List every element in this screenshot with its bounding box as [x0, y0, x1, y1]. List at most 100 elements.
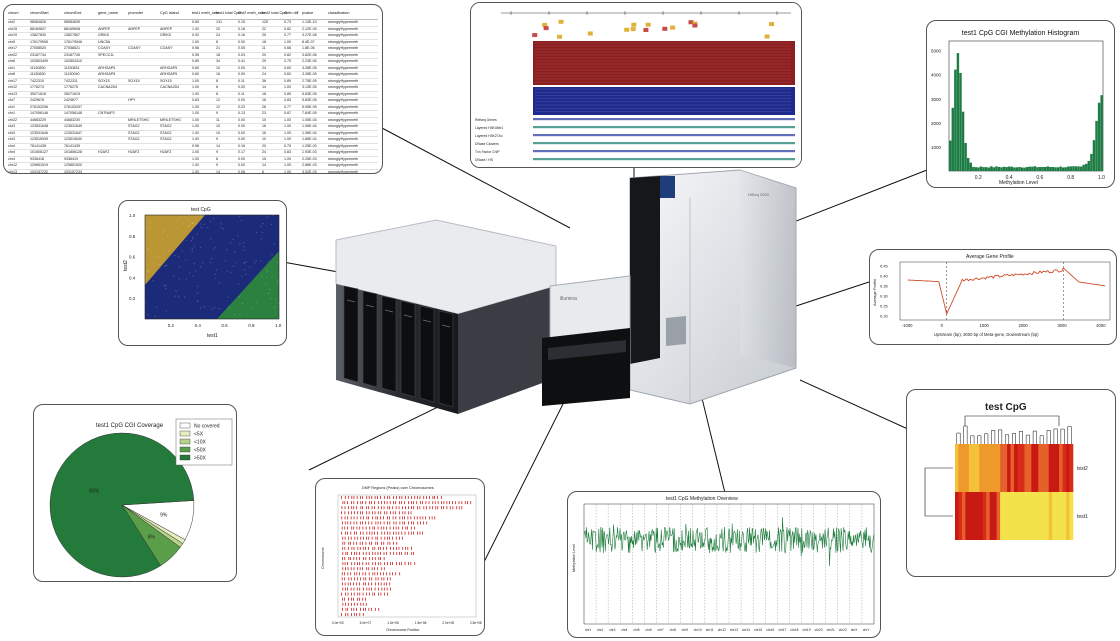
scatter-point	[239, 314, 241, 316]
dmr-peak	[410, 551, 412, 555]
dmr-peak	[458, 506, 460, 510]
scatter-point	[185, 217, 187, 219]
histogram-bar	[982, 167, 985, 171]
table-cell: 0.73	[284, 20, 291, 24]
table-cell: 15	[262, 156, 266, 161]
table-cell: 8	[216, 39, 218, 44]
histogram-bar	[1010, 166, 1014, 171]
scatter-point	[260, 225, 262, 227]
dmr-peak	[356, 541, 358, 545]
scatter-point	[220, 227, 222, 229]
dmr-peak	[404, 562, 406, 566]
table-cell: 0.00	[238, 39, 245, 44]
histogram-bar	[961, 111, 965, 171]
heatmap-cell	[1066, 444, 1070, 492]
histogram-bar	[1079, 166, 1083, 171]
pie-legend-label: <50X	[194, 448, 206, 454]
dmr-peak	[341, 526, 343, 530]
heatmap-cell	[965, 444, 970, 492]
dmr-peak	[380, 592, 382, 596]
dendrogram-branch	[1046, 430, 1051, 444]
dmr-peak	[435, 506, 437, 510]
histogram-bar	[1020, 167, 1024, 171]
dmr-peak	[360, 516, 362, 520]
table-cell: H2AFZ	[128, 150, 140, 154]
dmr-peak	[413, 551, 414, 555]
scatter-point	[238, 296, 240, 298]
scatter-point	[165, 287, 167, 290]
dmr-peak	[405, 506, 406, 510]
table-cell: UNC5A	[98, 39, 111, 44]
dmr-peak	[383, 496, 385, 500]
table-cell: COASY	[98, 46, 111, 50]
server-vent	[346, 299, 356, 303]
dendrogram-branch	[1005, 434, 1010, 444]
heatmap-cell	[1000, 444, 1004, 492]
table-cell: 29	[262, 59, 266, 63]
table-cell: 13827867	[64, 33, 80, 37]
dmr-peak	[441, 501, 442, 505]
dmr-peak	[365, 577, 367, 581]
table-cell: ANPEP	[98, 26, 111, 31]
table-cell: chr6	[8, 59, 15, 63]
table-cell: stronglyHypermeth	[328, 98, 359, 102]
dmr-peak	[371, 567, 373, 571]
overview-chrom-label: chr1	[585, 628, 591, 632]
scatter-point	[273, 306, 276, 308]
scatter-ylabel: test2	[123, 260, 129, 271]
dmr-peak	[380, 572, 382, 576]
table-header-cell: test2 meth_ratio	[238, 11, 266, 15]
scatter-point	[271, 254, 273, 256]
histogram-bar	[1090, 153, 1093, 171]
heatmap-cell	[1055, 492, 1060, 540]
dmr-peak	[386, 501, 388, 505]
table-cell: 1.13E-10	[302, 20, 317, 24]
dmr-peak	[357, 536, 359, 540]
heatmap-cell	[1041, 444, 1046, 492]
dmr-peak	[452, 501, 453, 505]
scatter-point	[199, 223, 201, 225]
table-row: chr19 13827830 13827867 GRIK5 GRIK5 0.92 24 0.1…	[8, 33, 378, 40]
table-cell: 10	[216, 65, 220, 70]
overview-chrom-label: chr12	[718, 628, 726, 632]
dmr-peak	[417, 521, 419, 525]
table-cell: 0.00	[238, 124, 245, 128]
heatmap-cell	[1045, 444, 1050, 492]
sequencer-model: HiSeq 2000	[748, 192, 770, 197]
dmr-peak	[375, 541, 377, 545]
heatmap-cell	[1003, 492, 1008, 540]
dendrogram-rows	[924, 467, 953, 517]
table-cell: 9	[216, 150, 218, 154]
profile-xtick: 0	[941, 323, 944, 328]
overview-chrom-label: chr17	[778, 628, 786, 632]
dmr-peak	[383, 506, 385, 510]
dmr-peak	[356, 501, 358, 505]
histogram-bar	[1087, 161, 1091, 171]
gene-profile-panel: Average Gene Profile -1000 0 1000 2000 3000 40…	[869, 249, 1117, 345]
heatmap-cell	[1034, 444, 1039, 492]
dmr-peak	[384, 531, 386, 535]
dmr-peak	[366, 511, 368, 515]
dmr-peak	[407, 516, 409, 520]
dendrogram-branch	[1018, 431, 1023, 444]
dmr-peak	[396, 546, 397, 550]
scatter-point	[188, 220, 190, 222]
table-cell: stronglyHypermeth	[328, 163, 359, 167]
histogram-bar	[1046, 166, 1049, 171]
dmr-peak	[342, 582, 343, 586]
scatter-point	[237, 283, 240, 285]
dmr-peak	[417, 531, 418, 535]
server-vent	[422, 319, 432, 323]
dmr-peak	[408, 521, 409, 525]
dmr-peak	[365, 557, 367, 561]
scatter-point	[203, 306, 206, 308]
dmr-peak	[369, 592, 370, 596]
dmr-peak	[383, 546, 384, 550]
heatmap-cell	[972, 492, 977, 540]
histogram-bar	[1013, 167, 1016, 171]
snp-marker	[643, 27, 649, 32]
table-cell: 0.77	[284, 33, 291, 37]
dmr-peak	[353, 612, 355, 616]
table-cell: ANPEP	[160, 26, 173, 31]
scatter-point	[226, 249, 228, 251]
